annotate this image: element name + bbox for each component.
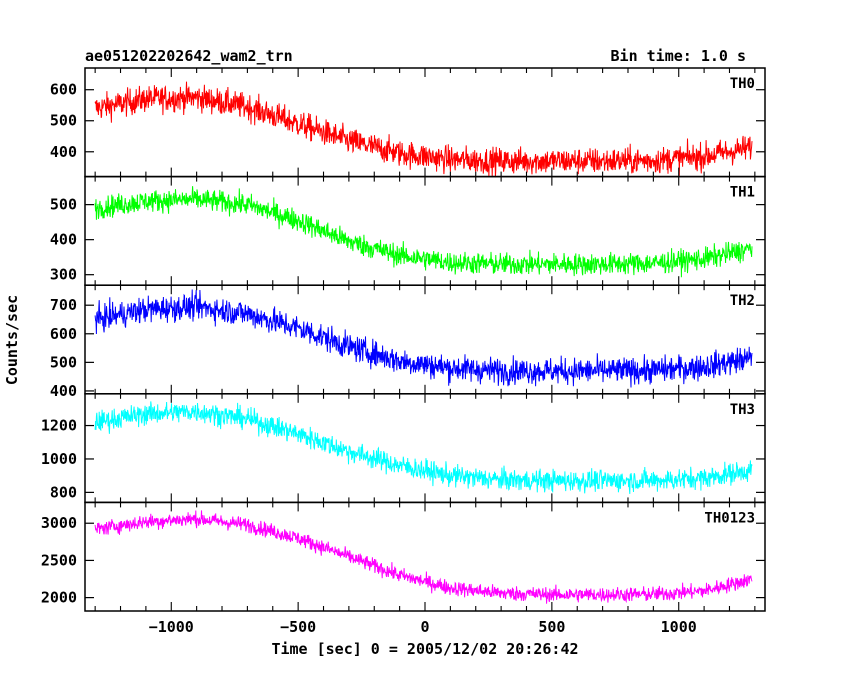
panel-th1: 300 400 500 TH1 — [50, 175, 766, 286]
x-axis-label: Time [sec] 0 = 2005/12/02 20:26:42 — [271, 640, 578, 658]
y-tick-label: 700 — [50, 296, 77, 314]
x-tick-label: 0 — [420, 618, 429, 636]
panels: 400 500 600 TH0 300 400 500 TH1 400 500 600 700 TH2 8… — [41, 67, 766, 612]
y-tick-label: 400 — [50, 382, 77, 400]
y-tick-label: 400 — [50, 231, 77, 249]
y-axis-label: Counts/sec — [3, 295, 21, 385]
chart-title: ae051202202642_wam2_trn — [85, 47, 293, 65]
y-tick-label: 400 — [50, 143, 77, 161]
panel-label-th3: TH3 — [730, 402, 755, 418]
bin-time-label: Bin time: 1.0 s — [611, 47, 746, 65]
y-tick-label: 2500 — [41, 551, 77, 569]
y-tick-label: 500 — [50, 196, 77, 214]
series-th1-line — [94, 186, 753, 278]
x-tick-label: 1000 — [661, 618, 697, 636]
panel-th0: 400 500 600 TH0 — [50, 67, 766, 178]
panel-label-th1: TH1 — [730, 185, 755, 201]
y-tick-label: 1000 — [41, 450, 77, 468]
y-tick-label: 2000 — [41, 589, 77, 607]
y-tick-label: 600 — [50, 325, 77, 343]
y-tick-label: 500 — [50, 112, 77, 130]
x-axis-tick-labels: −1000 −500 0 500 1000 — [149, 618, 697, 636]
series-th0-line — [94, 81, 753, 178]
x-tick-label: −500 — [280, 618, 316, 636]
panel-frame — [84, 175, 766, 286]
panel-label-th2: TH2 — [730, 293, 755, 309]
y-tick-label: 800 — [50, 483, 77, 501]
panel-label-th0: TH0 — [730, 76, 755, 92]
y-tick-label: 600 — [50, 81, 77, 99]
panel-th3: 800 1000 1200 TH3 — [41, 393, 766, 504]
y-tick-label: 500 — [50, 353, 77, 371]
panel-th0123: 2000 2500 3000 TH0123 — [41, 501, 766, 612]
series-th2-line — [94, 289, 753, 388]
x-tick-label: −1000 — [149, 618, 194, 636]
panel-label-th0123: TH0123 — [704, 510, 755, 526]
y-tick-label: 3000 — [41, 514, 77, 532]
y-tick-label: 300 — [50, 266, 77, 284]
x-tick-label: 500 — [538, 618, 565, 636]
series-th3-line — [94, 401, 753, 494]
panel-th2: 400 500 600 700 TH2 — [50, 284, 766, 400]
series-th0123-line — [94, 510, 753, 604]
y-tick-label: 1200 — [41, 417, 77, 435]
